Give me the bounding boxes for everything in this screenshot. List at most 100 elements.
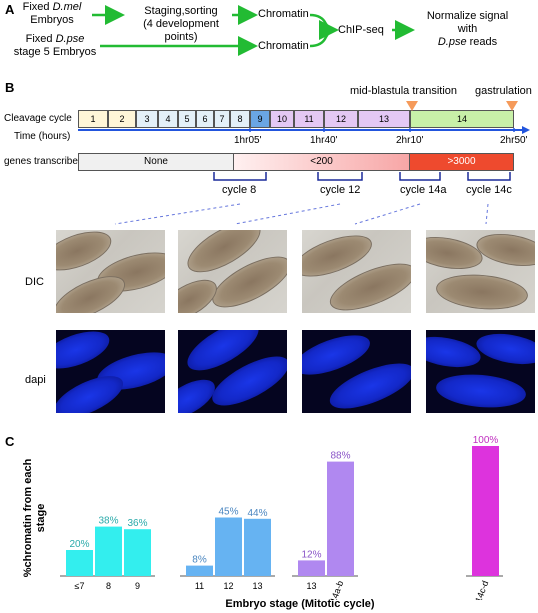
chart-bar [327, 461, 354, 576]
dapi-image-cycle-12 [178, 330, 287, 413]
chart-bar [95, 526, 122, 576]
bracket-cycle-14c [467, 172, 511, 181]
chart-bar [215, 517, 242, 576]
time-label: Time (hours) [14, 131, 71, 142]
time-axis-arrowhead [522, 126, 530, 134]
dashed-connector [234, 203, 341, 225]
chart-tick-label: 9 [135, 581, 140, 591]
stage-label: cycle 8 [222, 184, 257, 196]
panel-letter-c: C [5, 434, 15, 449]
time-tick-label: 1hr05' [234, 135, 262, 146]
chart-tick-label: 13 [306, 581, 316, 591]
chart-data-label: 20% [69, 539, 89, 550]
cycle-cell: 8 [230, 110, 250, 128]
chart-tick-label: ≤7 [75, 581, 85, 591]
chromatin-bottom-label: Chromatin [258, 40, 309, 52]
fixed-dpse-box: Fixed D.pse stage 5 Embryos [10, 33, 100, 59]
cycle-cell: 11 [294, 110, 324, 128]
time-tick-label: 1hr40' [310, 135, 338, 146]
time-tick-label: 2hr50' [500, 135, 528, 146]
bracket-cycle-14a [399, 172, 441, 181]
chart-tick-label: 8 [106, 581, 111, 591]
chart-data-label: 100% [473, 435, 499, 446]
cycle-cell: 13 [358, 110, 410, 128]
dashed-connector [114, 203, 241, 225]
chart-data-label: 38% [98, 516, 118, 527]
chart-tick-label: 13 [252, 581, 262, 591]
dic-image-cycle-14c [426, 230, 535, 313]
chart-x-label: Embryo stage (Mitotic cycle) [225, 598, 375, 610]
staging-box: Staging,sorting (4 development points) [126, 5, 236, 44]
cycle-cell: 5 [178, 110, 196, 128]
transcription-low: <200 [234, 153, 410, 171]
cycle-cell: 6 [196, 110, 214, 128]
mbt-label: mid-blastula transition [350, 85, 457, 97]
chart-tick-label: 14c-d [473, 579, 490, 600]
chart-bar [66, 550, 93, 576]
stage-label: cycle 12 [320, 184, 361, 196]
staging-text: Staging,sorting [144, 5, 218, 17]
fixed-dmel-embryos: Embryos [30, 14, 74, 26]
dashed-connector [485, 203, 489, 225]
normalize-box: Normalize signal with D.pse reads [415, 10, 520, 49]
bracket-cycle-12 [317, 172, 363, 181]
fixed-dpse-text: Fixed [25, 33, 56, 45]
stage-brackets [114, 172, 511, 225]
panel-letter-a: A [5, 2, 15, 17]
dapi-image-cycle-14a [302, 330, 411, 413]
chart-data-label: 88% [330, 451, 350, 462]
chart-bar [298, 560, 325, 576]
cycle-cell: 3 [136, 110, 158, 128]
transcription-none: None [78, 153, 234, 171]
mbt-marker [406, 101, 418, 111]
chart-tick-label: 14a-b [328, 579, 345, 600]
cycle-cell: 14 [410, 110, 514, 128]
cycle-cell: 12 [324, 110, 358, 128]
chart-tick-label: 11 [195, 581, 204, 591]
normalize-text: Normalize signal [426, 10, 509, 22]
fixed-dmel-text: Fixed [22, 1, 53, 13]
chart-data-label: 36% [127, 518, 147, 529]
chart-tick-label: 12 [223, 581, 233, 591]
staging-subtext: (4 development points) [143, 18, 219, 43]
normalize-species: D.pse [437, 36, 467, 48]
cycle-cell: 1 [78, 110, 108, 128]
genes-transcribed-label: genes transcribed [4, 156, 84, 167]
dapi-row-label: dapi [25, 374, 46, 386]
merge-line-top [309, 13, 335, 32]
gastrulation-label: gastrulation [475, 85, 532, 97]
cycle-cell: 7 [214, 110, 230, 128]
dic-image-cycle-8 [56, 230, 165, 313]
chart-bar [124, 529, 151, 576]
time-tick-label: 2hr10' [396, 135, 424, 146]
normalize-reads: reads [466, 36, 498, 48]
merge-line-bottom [309, 20, 339, 48]
chipseq-label: ChIP-seq [338, 24, 384, 36]
fixed-dmel-box: Fixed D.mel Embryos [18, 1, 86, 27]
stage-label: cycle 14a [400, 184, 447, 196]
dic-image-cycle-12 [178, 230, 287, 313]
bar-chart: 20% ≤7 38% 8 36% 9 8% 11 45% 12 44% 13 12% 13 88% 14a-b… [60, 435, 503, 600]
dapi-image-cycle-14c [426, 330, 535, 413]
cycle-cell: 9 [250, 110, 270, 128]
cleavage-cycle-label: Cleavage cycle [4, 113, 72, 124]
cycle-cell: 4 [158, 110, 178, 128]
chart-data-label: 45% [218, 507, 238, 518]
chart-bar [186, 565, 213, 576]
panel-a-arrows [92, 5, 415, 56]
bracket-cycle-8 [213, 172, 267, 181]
chart-data-label: 8% [192, 555, 207, 566]
timeline-axis [78, 101, 530, 134]
dmel-species: D.mel [52, 1, 82, 13]
dashed-connector [354, 203, 421, 225]
cycle-cell: 10 [270, 110, 294, 128]
dpse-species: D.pse [55, 33, 85, 45]
dic-row-label: DIC [25, 276, 44, 288]
cycle-cell: 2 [108, 110, 136, 128]
chart-bar [244, 518, 271, 576]
dapi-image-cycle-8 [56, 330, 165, 413]
chart-data-label: 12% [301, 549, 321, 560]
panel-letter-b: B [5, 80, 15, 95]
transcription-high: >3000 [410, 153, 514, 171]
dic-image-cycle-14a [302, 230, 411, 313]
